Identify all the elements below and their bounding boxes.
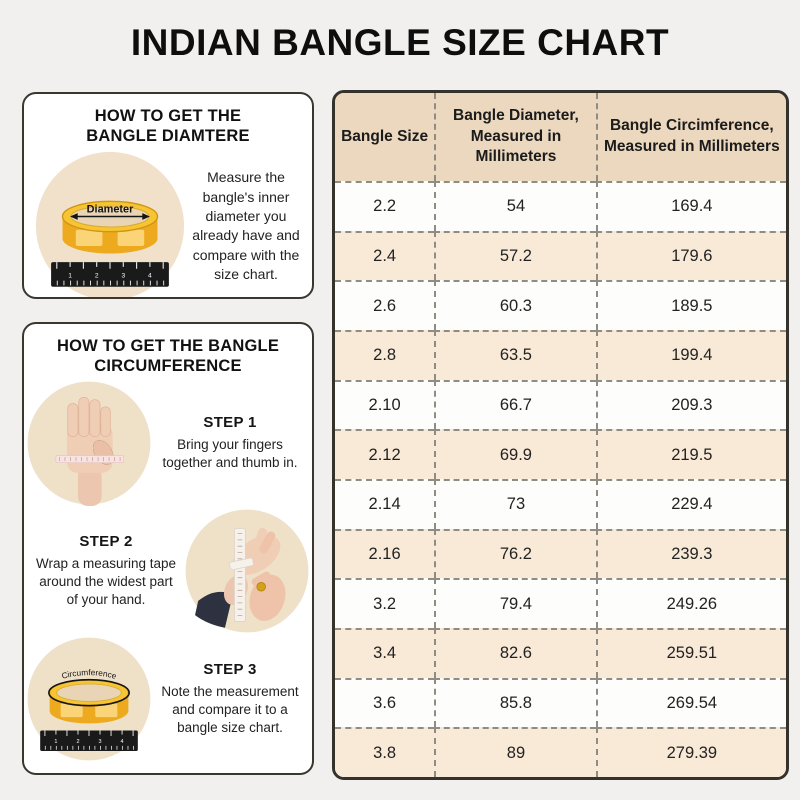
step-2-text: Wrap a measuring tape around the widest … [35, 555, 177, 608]
table-row: 3.2 79.4 249.26 [335, 578, 786, 628]
table-row: 2.14 73 229.4 [335, 478, 786, 529]
svg-text:4: 4 [121, 739, 124, 745]
ruler-icon: 1 2 3 4 [51, 262, 169, 288]
diameter-card-title-line1: HOW TO GET THE [94, 107, 242, 125]
circumference-card-title-line1: HOW TO GET THE BANGLE [56, 337, 280, 355]
table-cell: 82.6 [434, 627, 596, 678]
table-cell: 2.14 [335, 478, 435, 529]
table-cell: 85.8 [434, 677, 596, 728]
circumference-arc-label: Circumference [61, 668, 118, 681]
table-cell: 179.6 [595, 230, 786, 281]
step-1: STEP 1 Bring your fingers together and t… [158, 414, 302, 472]
table-cell: 3.4 [335, 627, 435, 678]
table-row: 3.4 82.6 259.51 [335, 627, 786, 678]
circumference-card-title: HOW TO GET THE BANGLE CIRCUMFERENCE [34, 336, 302, 376]
step-1-text: Bring your fingers together and thumb in… [162, 437, 298, 471]
svg-text:2: 2 [76, 739, 79, 745]
step-1-label: STEP 1 [203, 414, 257, 432]
table-cell: 63.5 [434, 329, 596, 380]
step-2-label: STEP 2 [79, 532, 133, 550]
table-cell: 189.5 [595, 280, 786, 330]
step-3-text: Note the measurement and compare it to a… [161, 683, 299, 736]
diameter-instruction-text: Measure the bangle's inner diameter you … [192, 169, 300, 282]
table-row: 3.8 89 279.39 [335, 727, 786, 777]
table-cell: 269.54 [595, 677, 786, 728]
col-header-diameter: Bangle Diameter, Measured in Millimeters [434, 93, 596, 181]
table-cell: 239.3 [595, 528, 786, 579]
table-cell: 2.10 [335, 379, 435, 430]
table-cell: 2.12 [335, 429, 435, 479]
table-row: 3.6 85.8 269.54 [335, 677, 786, 728]
table-cell: 2.16 [335, 528, 435, 579]
col-header-circumference: Bangle Circimference, Measured in Millim… [595, 93, 786, 181]
table-cell: 2.4 [335, 230, 435, 281]
page-title: INDIAN BANGLE SIZE CHART [130, 22, 670, 63]
table-cell: 3.2 [335, 578, 435, 628]
table-cell: 69.9 [434, 429, 596, 479]
table-cell: 249.26 [595, 578, 786, 628]
step-3-label: STEP 3 [203, 660, 257, 678]
table-cell: 199.4 [595, 329, 786, 380]
svg-text:3: 3 [121, 273, 125, 280]
bangle-circumference-illustration: Circumference 1 2 3 4 [26, 636, 152, 762]
table-cell: 60.3 [434, 280, 596, 330]
size-table-body: 2.2 54 169.4 2.4 57.2 179.6 2.6 60.3 189.5 2.8 63.… [335, 181, 786, 777]
table-cell: 79.4 [434, 578, 596, 628]
size-table: Bangle Size Bangle Diameter, Measured in… [332, 90, 789, 780]
table-row: 2.6 60.3 189.5 [335, 280, 786, 330]
table-cell: 2.6 [335, 280, 435, 330]
svg-text:Circumference: Circumference [61, 668, 118, 681]
table-row: 2.4 57.2 179.6 [335, 230, 786, 281]
table-row: 2.16 76.2 239.3 [335, 528, 786, 579]
table-cell: 76.2 [434, 528, 596, 579]
table-header-row: Bangle Size Bangle Diameter, Measured in… [335, 93, 786, 181]
table-cell: 219.5 [595, 429, 786, 479]
table-cell: 73 [434, 478, 596, 529]
col-header-bangle-size: Bangle Size [335, 93, 435, 181]
step-2: STEP 2 Wrap a measuring tape around the … [34, 533, 178, 610]
hands-measuring-tape-illustration [184, 508, 310, 634]
step-3: STEP 3 Note the measurement and compare … [158, 661, 302, 738]
table-cell: 279.39 [595, 727, 786, 777]
table-cell: 259.51 [595, 627, 786, 678]
bangle-size-table: Bangle Size Bangle Diameter, Measured in… [335, 93, 786, 777]
svg-text:1: 1 [54, 739, 57, 745]
hand-fingers-together-illustration [26, 380, 152, 507]
table-cell: 89 [434, 727, 596, 777]
svg-text:2: 2 [95, 273, 99, 280]
diameter-card-title-line2: BANGLE DIAMTERE [86, 127, 250, 146]
circumference-card-title-line2: CIRCUMFERENCE [94, 357, 242, 376]
table-cell: 209.3 [595, 379, 786, 430]
diameter-instructions-card: HOW TO GET THE BANGLE DIAMTERE Diamete [22, 92, 314, 299]
svg-text:1: 1 [68, 273, 72, 280]
circumference-instructions-card: HOW TO GET THE BANGLE CIRCUMFERENCE [22, 322, 314, 775]
diameter-arrow-label: Diameter [87, 204, 134, 216]
diameter-card-title: HOW TO GET THE BANGLE DIAMTERE [34, 106, 302, 146]
table-cell: 66.7 [434, 379, 596, 430]
svg-text:3: 3 [98, 739, 101, 745]
table-cell: 54 [434, 181, 596, 231]
table-cell: 2.8 [335, 329, 435, 380]
table-row: 2.12 69.9 219.5 [335, 429, 786, 479]
table-cell: 3.6 [335, 677, 435, 728]
bangle-diameter-illustration: Diameter 1 2 3 4 [34, 150, 186, 297]
table-row: 2.10 66.7 209.3 [335, 379, 786, 430]
table-cell: 169.4 [595, 181, 786, 231]
table-cell: 2.2 [335, 181, 435, 231]
svg-text:4: 4 [148, 273, 152, 280]
table-row: 2.2 54 169.4 [335, 181, 786, 231]
ruler-icon: 1 2 3 4 [40, 730, 138, 752]
table-cell: 229.4 [595, 478, 786, 529]
table-cell: 57.2 [434, 230, 596, 281]
table-row: 2.8 63.5 199.4 [335, 329, 786, 380]
table-cell: 3.8 [335, 727, 435, 777]
